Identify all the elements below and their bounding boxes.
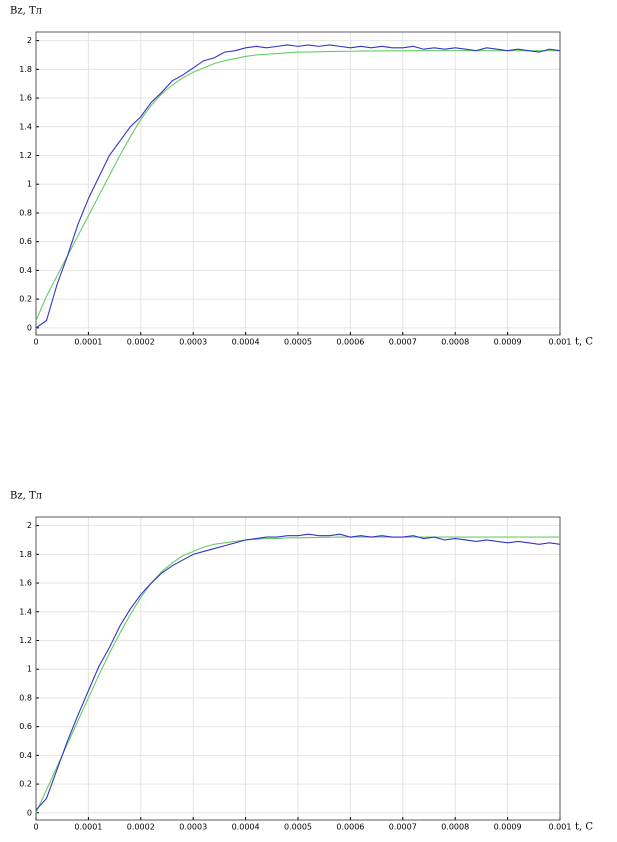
x-tick-label: 0.0004 [232,823,260,832]
y-tick-label: 2 [27,36,32,45]
y-axis-label: Bz, Тл [10,6,42,17]
x-tick-label: 0.001 [549,823,572,832]
x-tick-label: 0.0006 [336,338,364,347]
y-tick-label: 0.8 [19,693,32,702]
y-tick-label: 1.6 [19,579,32,588]
y-tick-label: 1.6 [19,94,32,103]
chart: 0 0.2 0.4 0.6 0.8 1 1.2 1.4 1.6 1.8 2 0 0.0001 0.0002… [10,491,593,833]
x-tick-label: 0.0006 [336,823,364,832]
x-tick-label: 0.0009 [494,823,522,832]
data-line [35,533,561,811]
x-tick-label: 0.0007 [389,823,417,832]
y-tick-label: 0.4 [19,751,32,760]
y-tick-label: 0.8 [19,208,32,217]
x-tick-label: 0.0009 [494,338,522,347]
y-tick-label: 1.8 [19,65,32,74]
plot-frame [35,516,561,821]
x-axis-label: t, С [575,822,593,833]
data-line [35,44,561,329]
y-tick-label: 1.8 [19,550,32,559]
x-tick-label: 0.0005 [284,338,312,347]
x-tick-label: 0.0008 [441,338,469,347]
x-tick-label: 0.0003 [179,338,207,347]
y-tick-label: 2 [27,521,32,530]
x-tick-label: 0.0003 [179,823,207,832]
x-tick-label: 0.0007 [389,338,417,347]
chart: 0 0.2 0.4 0.6 0.8 1 1.2 1.4 1.6 1.8 2 0 0.0001 0.0002… [10,6,593,348]
y-tick-label: 0 [27,323,32,332]
y-tick-label: 0 [27,808,32,817]
data-line [35,536,560,814]
y-tick-label: 1.4 [19,122,32,131]
y-axis-label: Bz, Тл [10,491,42,502]
y-tick-label: 1.2 [19,636,32,645]
x-tick-label: 0.001 [549,338,572,347]
x-tick-label: 0.0001 [74,823,102,832]
y-tick-label: 1 [27,665,32,674]
y-tick-label: 0.6 [19,237,32,246]
x-tick-label: 0.0001 [74,338,102,347]
x-tick-label: 0.0005 [284,823,312,832]
plot-frame [35,31,561,336]
y-tick-label: 0.2 [19,780,32,789]
x-tick-label: 0.0002 [127,823,155,832]
x-tick-label: 0 [33,338,38,347]
x-tick-label: 0 [33,823,38,832]
x-tick-label: 0.0004 [232,338,260,347]
y-tick-label: 1.2 [19,151,32,160]
y-tick-label: 0.6 [19,722,32,731]
x-tick-label: 0.0002 [127,338,155,347]
y-tick-label: 1 [27,180,32,189]
x-axis-label: t, С [575,337,593,348]
x-tick-label: 0.0008 [441,823,469,832]
y-tick-label: 0.4 [19,266,32,275]
y-tick-label: 0.2 [19,295,32,304]
y-tick-label: 1.4 [19,607,32,616]
